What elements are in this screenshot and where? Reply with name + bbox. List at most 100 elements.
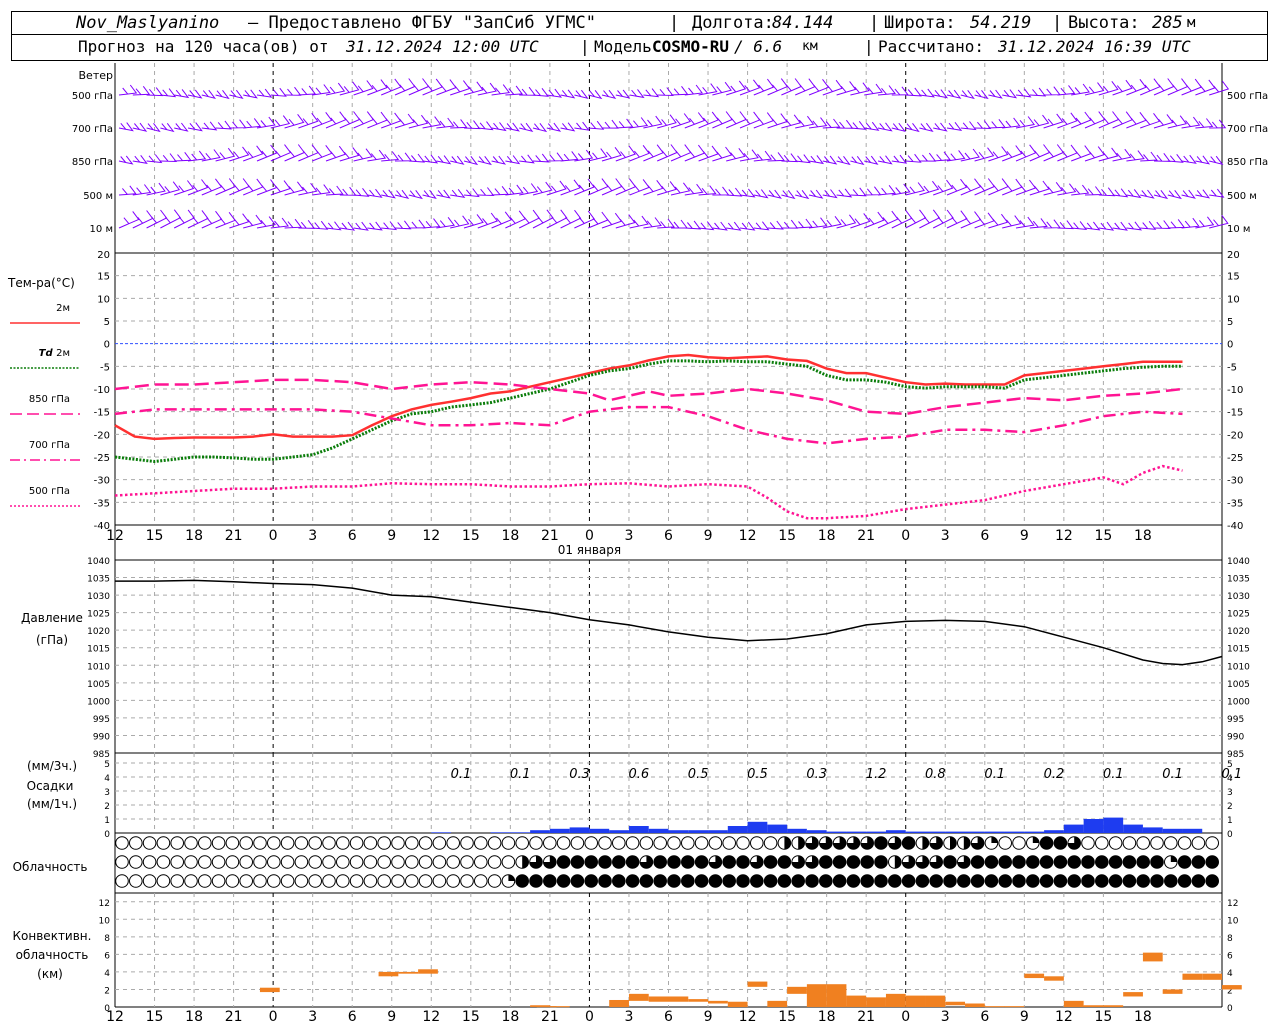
wind-barb [436,189,451,199]
divider: | [1052,13,1063,33]
cloud-symbol [874,855,888,869]
cloud-fill [929,855,943,869]
cloud-symbol [1012,874,1026,888]
cloud-circle [170,874,184,888]
precip-bar [688,830,709,833]
cloud-symbol [639,855,654,869]
wind-barb [394,113,415,129]
cloud-circle [308,874,323,888]
wind-barb [201,89,217,100]
hour-label: 12 [422,528,440,544]
wind-barb [118,185,137,196]
cloud-circle [322,855,336,869]
cloud-symbol [1191,874,1206,888]
cloud-circle [391,855,405,869]
wind-barb [215,120,232,130]
wind-barb [657,218,675,229]
conv-title: (км) [37,967,63,981]
cloud-fill [709,855,722,869]
cloud-symbol [349,836,364,850]
conv-bar [945,1001,966,1006]
wind-barb [312,145,333,162]
wind-barb [1071,184,1090,196]
wind-barb [1098,221,1115,231]
tick-label: 2 [1227,802,1233,812]
cloud-circle [598,836,612,850]
cloud-circle [142,836,157,850]
cloud-fill [681,855,695,869]
temp-series-0 [114,353,1183,441]
cloud-symbol [405,874,419,888]
wind-barb [532,153,550,163]
legend-label-text: 850 гПа [29,394,70,405]
wind-barb [795,190,810,200]
legend-label-td: Td [39,348,56,359]
cloud-symbol [308,855,323,869]
wind-barb [574,89,589,100]
cloud-circle [377,836,392,850]
cloud-circle [253,855,267,869]
cloud-fill [695,874,708,888]
divider: | [580,37,590,56]
tick-label: 20 [1227,250,1240,261]
tick-label: 1025 [87,610,110,620]
cloud-symbol [805,836,819,850]
cloud-symbol [294,836,309,850]
cloud-symbol [1164,836,1178,850]
tick-label: 5 [104,317,110,328]
cloud-fill [985,855,998,869]
cloud-symbol [612,874,626,888]
cloud-circle [129,836,143,850]
hour-label: 21 [225,528,243,544]
hour-label: 9 [1020,528,1029,544]
wind-barb [629,215,649,229]
cloud-fill [1040,855,1053,869]
cloud-fill [1040,874,1053,888]
wind-barb [560,122,576,132]
cloud-circle [405,874,419,888]
cloud-fill [998,855,1012,869]
cloud-symbol [280,874,295,888]
wind-barb [588,148,608,162]
cloud-fill [805,836,819,850]
wind-barb [822,118,841,129]
cloud-symbol [556,836,571,850]
precip-bar [885,830,906,833]
cloud-symbol [1067,874,1081,888]
wind-barb [394,78,416,96]
wind-barb [684,112,706,129]
wind-barb [960,121,977,131]
cloud-fill [557,855,570,869]
wind-barb [243,145,264,162]
cloud-symbol [1191,836,1206,850]
cloud-circle [156,855,171,869]
wind-barb [160,88,177,98]
wind-barb [1043,182,1064,196]
cloud-fill [819,855,833,869]
wind-barb [477,187,495,197]
wind-barb [960,148,980,162]
wind-barb [408,219,426,229]
wind-barb [174,180,195,196]
wind-barb [1029,87,1047,97]
wind-barb [933,89,949,99]
wind-barb [767,189,782,199]
wind-barb [767,220,784,230]
wind-barb [877,122,893,132]
cloud-symbol [529,855,543,869]
tick-label: 10 [1227,294,1240,305]
wind-barb [1015,179,1037,196]
cloud-fill [860,855,874,869]
cloud-symbol [142,855,157,869]
hour-label: 18 [818,528,836,544]
tick-label: 4 [1227,774,1233,784]
precip-bar [1123,824,1143,833]
cloud-symbol [267,874,281,888]
cloud-symbol [846,874,861,888]
cloud-symbol [1122,874,1137,888]
wind-barb [394,189,410,200]
wind-barb [615,145,636,162]
wind-barb [491,186,510,196]
cloud-symbol [639,836,654,850]
tick-label: 0 [1227,340,1233,351]
